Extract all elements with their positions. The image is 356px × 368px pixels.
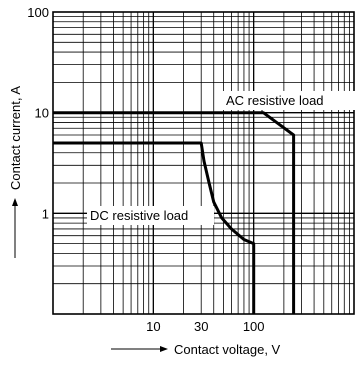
annotation-bg bbox=[87, 206, 214, 225]
grid bbox=[53, 12, 354, 314]
x-tick-label: 100 bbox=[243, 319, 265, 334]
dc-annotation: DC resistive load bbox=[90, 208, 188, 223]
series-line-ac bbox=[53, 111, 296, 314]
y-tick-label: 1 bbox=[42, 206, 49, 221]
y-axis-title-group: Contact current, A bbox=[8, 86, 23, 258]
x-axis-title: Contact voltage, V bbox=[174, 342, 281, 357]
x-axis-title-group: Contact voltage, V bbox=[111, 342, 281, 357]
x-tick-label: 30 bbox=[194, 319, 208, 334]
y-axis-arrowhead bbox=[12, 198, 18, 206]
x-axis-arrowhead bbox=[160, 346, 168, 352]
x-tick-label: 10 bbox=[146, 319, 160, 334]
ac-annotation: AC resistive load bbox=[226, 93, 324, 108]
y-tick-label: 100 bbox=[27, 5, 49, 20]
plot-frame bbox=[52, 11, 355, 315]
y-tick-label: 10 bbox=[35, 106, 49, 121]
series-layer bbox=[53, 111, 296, 314]
series-line-dc bbox=[53, 141, 256, 314]
label-layer: 10 30 100 100 10 1 AC resistive load DC resisti… bbox=[27, 5, 356, 334]
annotation-bg bbox=[223, 91, 356, 110]
y-axis-title: Contact current, A bbox=[8, 86, 23, 190]
